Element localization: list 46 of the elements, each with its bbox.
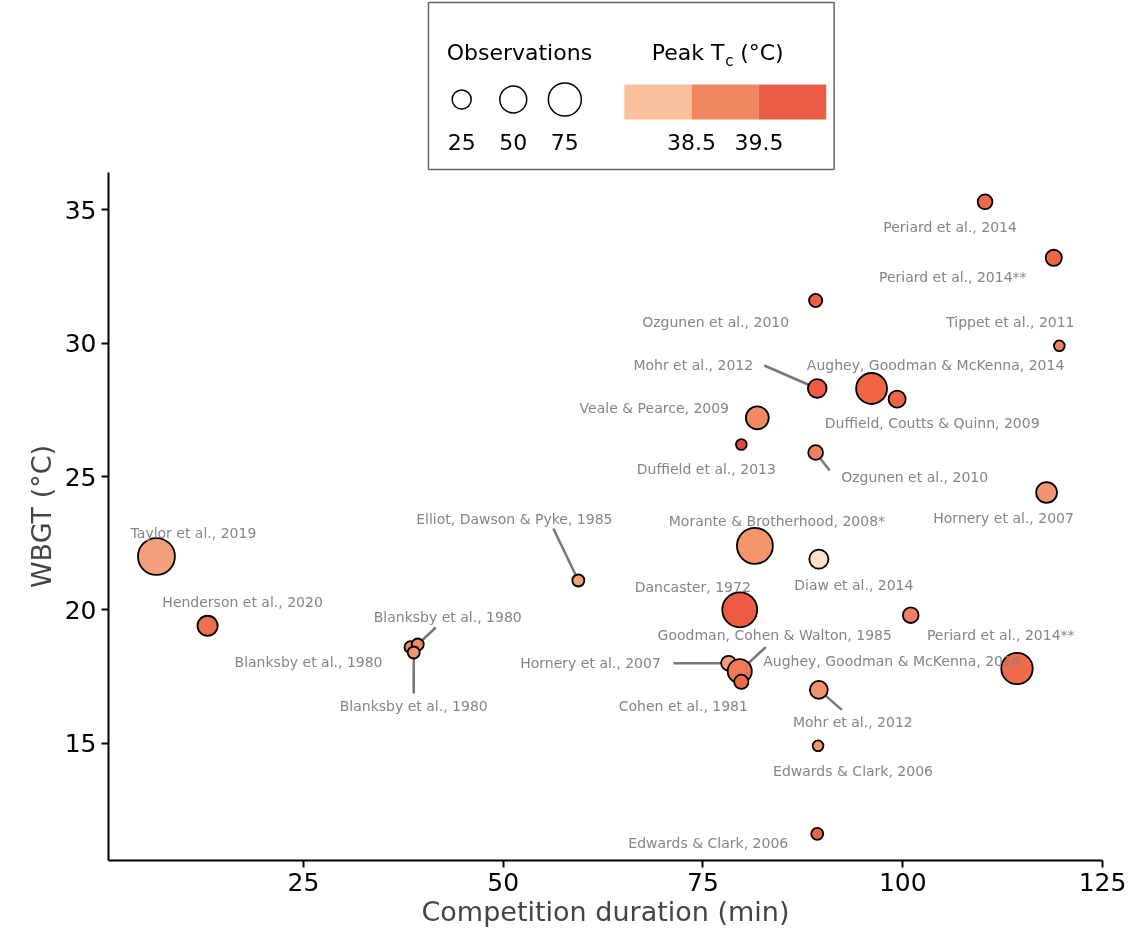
- annotation: Aughey, Goodman & McKenna, 2014: [763, 652, 1021, 669]
- annotation: Dancaster, 1972: [634, 578, 751, 595]
- annotation: Tippet et al., 2011: [945, 313, 1075, 330]
- x-axis-title: Competition duration (min): [421, 895, 790, 927]
- annotation: Mohr et al., 2012: [633, 356, 754, 373]
- y-tick-label: 15: [64, 729, 97, 759]
- annotation: Blanksby et al., 1980: [234, 654, 383, 671]
- annotation: Taylor et al., 2019: [129, 524, 257, 541]
- legend-label: 50: [499, 129, 528, 155]
- y-tick-label: 35: [64, 195, 97, 225]
- y-tick-label: 30: [64, 329, 97, 359]
- annotation: Duffield et al., 2013: [636, 460, 776, 477]
- annotation: Elliot, Dawson & Pyke, 1985: [416, 510, 613, 527]
- annotation: Periard et al., 2014**: [878, 268, 1027, 285]
- annotation: Cohen et al., 1981: [618, 697, 748, 714]
- annotation: Periard et al., 2014: [883, 218, 1017, 235]
- annotation: Mohr et al., 2012: [792, 713, 913, 730]
- annotation: Duffield, Coutts & Quinn, 2009: [824, 415, 1040, 432]
- annotation: Henderson et al., 2020: [162, 593, 323, 610]
- annotation: Ozgunen et al., 2010: [642, 313, 790, 330]
- annotation: Edwards & Clark, 2006: [773, 762, 934, 779]
- y-tick-label: 25: [64, 462, 97, 492]
- x-tick-label: 125: [1078, 867, 1127, 897]
- color-bar-label: 38.5: [667, 129, 717, 155]
- y-axis-title: WBGT (°C): [25, 444, 57, 589]
- y-tick-label: 20: [64, 595, 97, 625]
- annotation: Goodman, Cohen & Walton, 1985: [657, 627, 892, 644]
- annotation: Hornery et al., 2007: [933, 509, 1074, 526]
- annotation: Aughey, Goodman & McKenna, 2014: [806, 356, 1065, 373]
- legend-title: Observations: [446, 40, 593, 65]
- x-tick-label: 25: [287, 867, 320, 897]
- annotation: Morante & Brotherhood, 2008*: [668, 512, 886, 529]
- color-bar-label: 39.5: [734, 129, 784, 155]
- annotation: Veale & Pearce, 2009: [579, 399, 730, 416]
- x-tick-label: 100: [878, 867, 927, 897]
- legend-label: 25: [447, 129, 476, 155]
- annotation: Periard et al., 2014**: [926, 627, 1075, 644]
- legend-label: 75: [550, 129, 579, 155]
- annotation: Diaw et al., 2014: [794, 577, 914, 594]
- annotation: Hornery et al., 2007: [520, 655, 661, 672]
- annotation: Edwards & Clark, 2006: [628, 834, 789, 851]
- annotation: Blanksby et al., 1980: [339, 697, 488, 714]
- annotation: Blanksby et al., 1980: [373, 608, 522, 625]
- x-tick-label: 75: [687, 867, 719, 897]
- x-tick-label: 50: [487, 867, 520, 897]
- annotation: Ozgunen et al., 2010: [841, 468, 989, 485]
